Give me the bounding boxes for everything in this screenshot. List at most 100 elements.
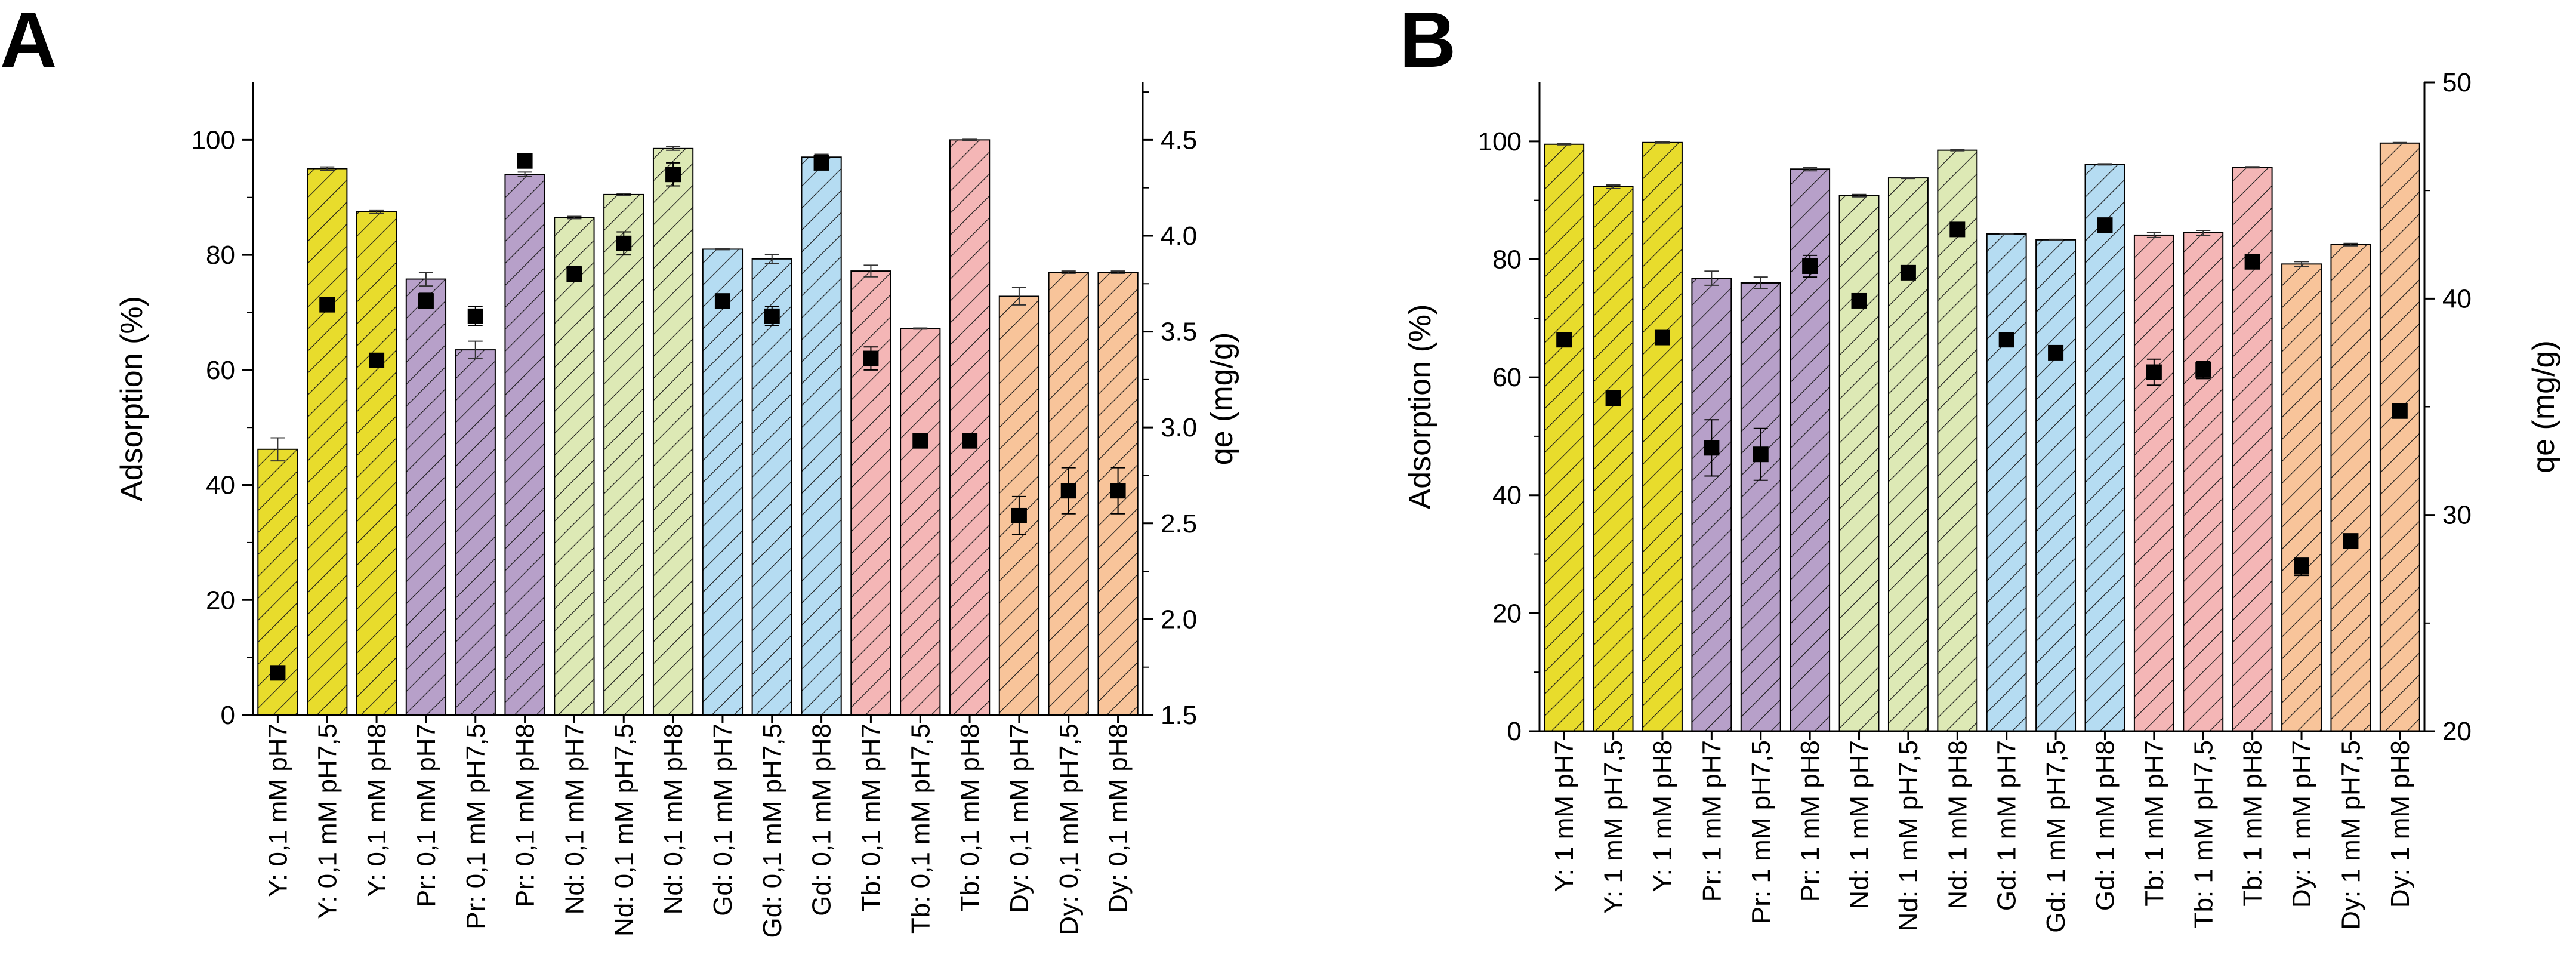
- bar: [2232, 167, 2273, 732]
- category-label: Pr: 0,1 mM pH7,5: [461, 723, 490, 929]
- category-label: Dy: 0,1 mM pH8: [1104, 723, 1133, 913]
- y-tick-label: 80: [1492, 245, 1522, 274]
- bar: [1790, 168, 1831, 732]
- bar: [2330, 244, 2371, 732]
- data-point: [714, 293, 730, 309]
- y-tick-label: 20: [1492, 599, 1522, 628]
- category-label: Y: 0,1 mM pH7: [263, 723, 292, 897]
- category-label: Pr: 1 mM pH8: [1796, 740, 1825, 902]
- panel-label: A: [0, 0, 57, 84]
- y2-tick-label: 2.0: [1161, 605, 1197, 634]
- bar: [1887, 177, 1929, 732]
- category-label: Tb: 0,1 mM pH7: [856, 723, 886, 911]
- category-label: Y: 1 mM pH7,5: [1599, 740, 1628, 914]
- y-tick-label: 40: [206, 471, 235, 500]
- y-tick-label: 80: [206, 241, 235, 270]
- bar: [603, 193, 644, 716]
- bar: [554, 217, 595, 716]
- data-point: [813, 155, 829, 171]
- data-point: [1704, 440, 1720, 456]
- data-point: [616, 235, 632, 251]
- category-label: Nd: 1 mM pH8: [1943, 740, 1972, 910]
- data-point: [665, 167, 681, 183]
- y2-tick-label: 30: [2442, 501, 2472, 530]
- y2-tick-label: 4.5: [1161, 125, 1197, 155]
- y-axis-title: Adsorption (%): [1403, 304, 1437, 510]
- bar: [2084, 164, 2125, 732]
- bar: [652, 147, 694, 716]
- bar: [307, 168, 348, 716]
- chart-panel-b: B 0 20 40 60 80 100 20 30 40 50 Y: 1 mM pH7 Y: 1 mM …: [1399, 0, 2561, 933]
- category-label: Nd: 0,1 mM pH7: [560, 723, 589, 914]
- data-point: [566, 266, 582, 282]
- data-point: [1605, 390, 1621, 406]
- bar: [2133, 234, 2174, 732]
- data-point: [1900, 264, 1916, 281]
- panel-label: B: [1399, 0, 1456, 84]
- bar: [900, 328, 941, 716]
- y2-tick-label: 50: [2442, 68, 2472, 97]
- category-label: Tb: 0,1 mM pH7,5: [906, 723, 935, 934]
- data-point: [1011, 507, 1027, 523]
- category-label: Dy: 0,1 mM pH7,5: [1054, 723, 1084, 935]
- data-point: [270, 665, 286, 681]
- category-label: Nd: 0,1 mM pH8: [659, 723, 688, 914]
- category-label: Gd: 1 mM pH8: [2090, 740, 2120, 911]
- bar: [1838, 195, 1880, 732]
- data-point: [2146, 364, 2162, 380]
- category-label: Tb: 0,1 mM pH8: [955, 723, 985, 911]
- data-point: [2195, 362, 2211, 378]
- category-label: Y: 1 mM pH7: [1550, 740, 1579, 892]
- bar: [455, 349, 496, 716]
- category-label: Nd: 1 mM pH7: [1845, 740, 1874, 910]
- category-label: Y: 0,1 mM pH7,5: [313, 723, 342, 919]
- data-point: [1851, 292, 1867, 309]
- category-label: Pr: 0,1 mM pH8: [511, 723, 540, 907]
- data-point: [517, 153, 533, 169]
- data-point: [2097, 217, 2113, 233]
- y2-axis-title: qe (mg/g): [2526, 340, 2561, 473]
- data-point: [1753, 446, 1769, 463]
- y2-axis-title: qe (mg/g): [1205, 332, 1239, 466]
- category-label: Dy: 1 mM pH7: [2287, 740, 2316, 908]
- category-label: Gd: 1 mM pH7: [1992, 740, 2022, 911]
- data-point: [319, 297, 335, 313]
- y-tick-label: 60: [1492, 363, 1522, 392]
- category-label: Dy: 1 mM pH7,5: [2336, 740, 2365, 930]
- data-point: [1654, 329, 1670, 346]
- data-point: [912, 433, 928, 449]
- data-point: [1949, 221, 1966, 238]
- data-point: [764, 308, 780, 324]
- data-point: [1998, 332, 2014, 348]
- data-point: [418, 293, 434, 309]
- data-point: [2392, 403, 2408, 419]
- bar: [702, 248, 744, 716]
- data-point: [1556, 332, 1572, 348]
- data-point: [2048, 344, 2064, 361]
- category-label: Pr: 1 mM pH7,5: [1747, 740, 1776, 924]
- bar: [504, 174, 545, 716]
- category-label: Dy: 0,1 mM pH7: [1005, 723, 1034, 913]
- bar: [1593, 186, 1634, 732]
- bar: [1986, 233, 2027, 732]
- data-point: [1110, 483, 1126, 499]
- data-point: [2244, 254, 2260, 270]
- bar: [751, 258, 792, 716]
- data-point: [1802, 258, 1818, 274]
- y-tick-label: 20: [206, 586, 235, 615]
- category-label: Gd: 0,1 mM pH7,5: [758, 723, 787, 938]
- bar: [2281, 263, 2322, 732]
- y-axis-title: Adsorption (%): [115, 296, 149, 501]
- category-label: Y: 0,1 mM pH8: [362, 723, 391, 897]
- bar: [1691, 278, 1732, 732]
- y2-tick-label: 1.5: [1161, 701, 1197, 730]
- y-tick-label: 40: [1492, 481, 1522, 510]
- data-point: [863, 350, 879, 366]
- y2-tick-label: 2.5: [1161, 509, 1197, 538]
- data-point: [962, 433, 978, 449]
- y2-tick-label: 3.0: [1161, 413, 1197, 442]
- data-point: [369, 352, 385, 368]
- y-tick-label: 60: [206, 356, 235, 385]
- category-label: Gd: 0,1 mM pH8: [807, 723, 837, 916]
